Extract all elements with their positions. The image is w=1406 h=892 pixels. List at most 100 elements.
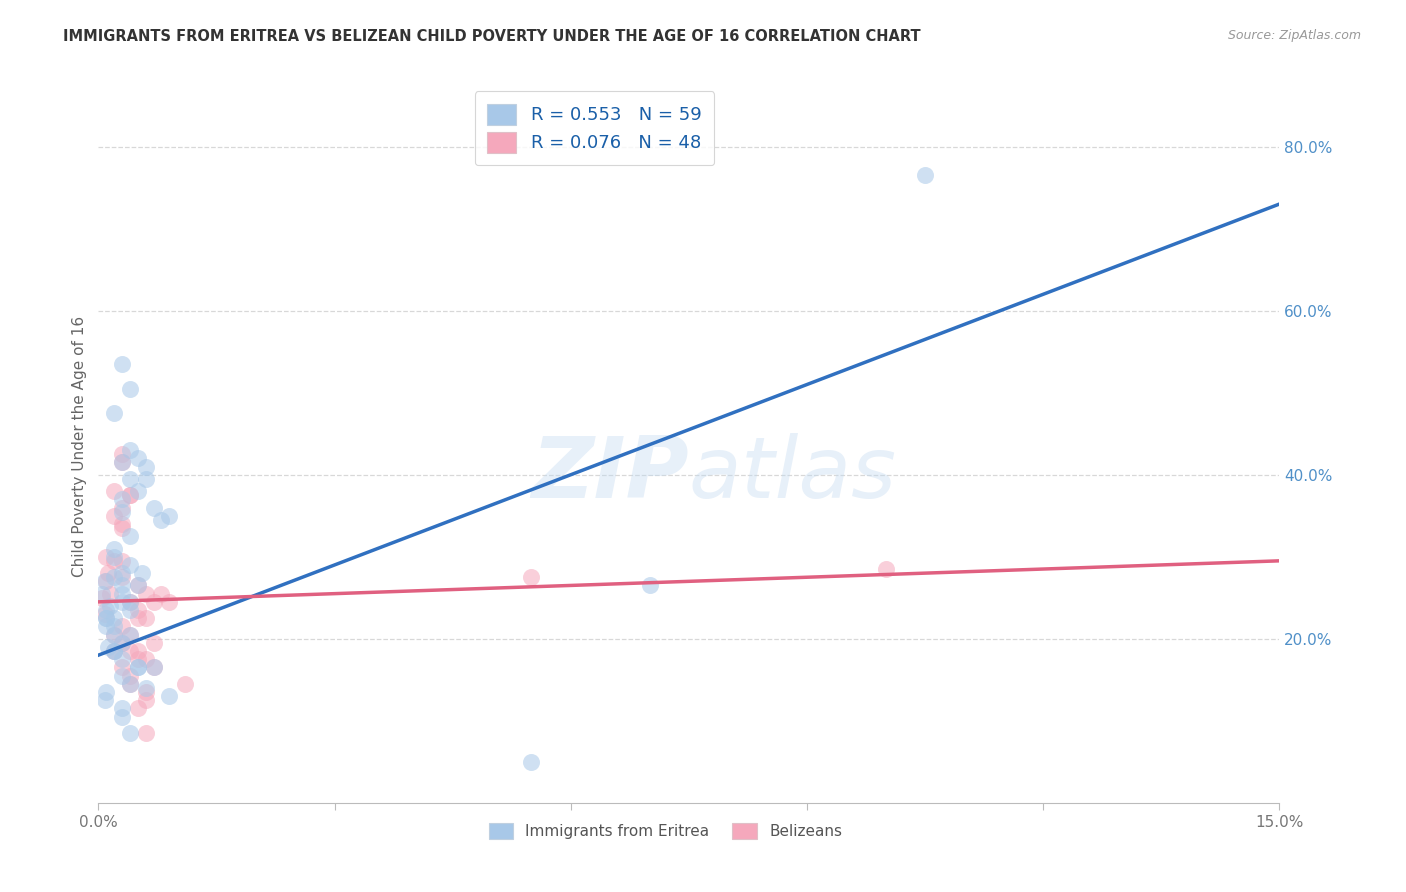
- Point: [127, 578, 149, 592]
- Point: [103, 554, 125, 568]
- Point: [103, 644, 125, 658]
- Text: Source: ZipAtlas.com: Source: ZipAtlas.com: [1227, 29, 1361, 42]
- Point: [111, 357, 134, 371]
- Point: [111, 578, 134, 592]
- Point: [118, 627, 141, 641]
- Point: [111, 701, 134, 715]
- Point: [131, 566, 153, 581]
- Point: [127, 451, 149, 466]
- Point: [96, 611, 118, 625]
- Text: atlas: atlas: [689, 433, 897, 516]
- Point: [118, 472, 141, 486]
- Point: [103, 644, 125, 658]
- Point: [127, 603, 149, 617]
- Point: [157, 508, 180, 523]
- Point: [103, 508, 125, 523]
- Point: [142, 660, 165, 674]
- Point: [118, 677, 141, 691]
- Point: [127, 484, 149, 499]
- Y-axis label: Child Poverty Under the Age of 16: Child Poverty Under the Age of 16: [72, 316, 87, 576]
- Point: [135, 693, 157, 707]
- Point: [103, 611, 125, 625]
- Point: [127, 578, 149, 592]
- Point: [118, 382, 141, 396]
- Point: [520, 570, 543, 584]
- Point: [135, 459, 157, 474]
- Point: [91, 587, 114, 601]
- Point: [111, 595, 134, 609]
- Text: IMMIGRANTS FROM ERITREA VS BELIZEAN CHILD POVERTY UNDER THE AGE OF 16 CORRELATIO: IMMIGRANTS FROM ERITREA VS BELIZEAN CHIL…: [63, 29, 921, 44]
- Point: [98, 599, 121, 613]
- Point: [111, 709, 134, 723]
- Point: [111, 505, 134, 519]
- Point: [118, 668, 141, 682]
- Point: [111, 566, 134, 581]
- Point: [111, 619, 134, 633]
- Point: [96, 685, 118, 699]
- Point: [96, 611, 118, 625]
- Point: [118, 488, 141, 502]
- Point: [111, 660, 134, 674]
- Point: [150, 513, 173, 527]
- Point: [127, 701, 149, 715]
- Point: [103, 406, 125, 420]
- Point: [103, 570, 125, 584]
- Point: [96, 619, 118, 633]
- Point: [875, 562, 897, 576]
- Point: [97, 640, 120, 654]
- Point: [103, 627, 125, 641]
- Point: [157, 689, 180, 703]
- Point: [142, 595, 165, 609]
- Point: [111, 455, 134, 469]
- Point: [118, 677, 141, 691]
- Point: [118, 488, 141, 502]
- Point: [118, 644, 141, 658]
- Point: [93, 693, 115, 707]
- Point: [93, 574, 115, 589]
- Point: [127, 652, 149, 666]
- Point: [135, 472, 157, 486]
- Point: [111, 492, 134, 507]
- Point: [118, 529, 141, 543]
- Point: [96, 603, 118, 617]
- Point: [111, 455, 134, 469]
- Point: [150, 587, 173, 601]
- Point: [135, 611, 157, 625]
- Point: [91, 591, 114, 605]
- Point: [93, 607, 115, 622]
- Point: [638, 578, 661, 592]
- Point: [103, 627, 125, 641]
- Point: [111, 447, 134, 461]
- Point: [118, 726, 141, 740]
- Point: [142, 500, 165, 515]
- Point: [103, 549, 125, 564]
- Point: [97, 566, 120, 581]
- Point: [111, 500, 134, 515]
- Point: [111, 636, 134, 650]
- Point: [111, 652, 134, 666]
- Point: [118, 558, 141, 572]
- Point: [157, 595, 180, 609]
- Point: [135, 726, 157, 740]
- Point: [135, 681, 157, 695]
- Point: [118, 595, 141, 609]
- Point: [127, 660, 149, 674]
- Point: [127, 660, 149, 674]
- Point: [111, 570, 134, 584]
- Point: [127, 611, 149, 625]
- Point: [111, 636, 134, 650]
- Point: [111, 554, 134, 568]
- Point: [127, 644, 149, 658]
- Point: [103, 541, 125, 556]
- Legend: Immigrants from Eritrea, Belizeans: Immigrants from Eritrea, Belizeans: [482, 817, 848, 845]
- Point: [174, 677, 197, 691]
- Point: [96, 574, 118, 589]
- Point: [111, 587, 134, 601]
- Point: [118, 443, 141, 458]
- Point: [118, 603, 141, 617]
- Point: [135, 685, 157, 699]
- Point: [111, 521, 134, 535]
- Point: [98, 587, 121, 601]
- Point: [135, 652, 157, 666]
- Point: [118, 627, 141, 641]
